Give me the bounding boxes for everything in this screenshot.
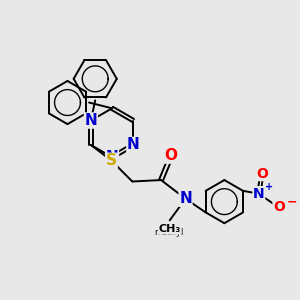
- Text: N: N: [106, 150, 118, 165]
- Text: O: O: [273, 200, 285, 214]
- Text: methyl: methyl: [154, 227, 184, 236]
- Text: N: N: [253, 187, 265, 201]
- Text: N: N: [85, 113, 97, 128]
- Text: +: +: [265, 182, 273, 192]
- Text: O: O: [256, 167, 268, 181]
- Text: CH₃: CH₃: [159, 224, 181, 234]
- Text: O: O: [165, 148, 178, 163]
- Text: S: S: [106, 153, 117, 168]
- Text: N: N: [179, 191, 192, 206]
- Text: −: −: [287, 196, 297, 209]
- Text: N: N: [127, 137, 140, 152]
